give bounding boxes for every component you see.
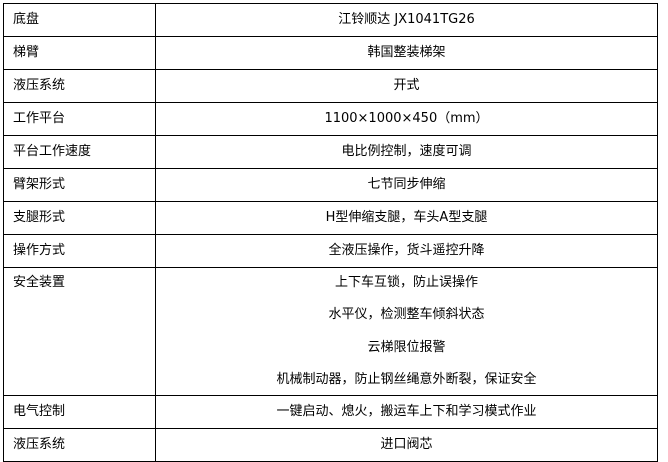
spec-value-ladder-arm: 韩国整装梯架 (155, 36, 658, 70)
spec-value-chassis: 江铃顺达 JX1041TG26 (155, 3, 658, 37)
spec-value-safety-devices: 上下车互锁，防止误操作 水平仪，检测整车倾斜状态 云梯限位报警 机械制动器，防止… (155, 267, 658, 396)
spec-value-work-platform: 1100×1000×450（mm） (155, 102, 658, 136)
spec-value-outrigger-type: H型伸缩支腿，车头A型支腿 (155, 201, 658, 235)
spec-value-platform-speed: 电比例控制，速度可调 (155, 135, 658, 169)
table-row: 底盘 江铃顺达 JX1041TG26 (3, 3, 658, 37)
spec-value-boom-type: 七节同步伸缩 (155, 168, 658, 202)
spec-value-operation-mode: 全液压操作，货斗遥控升降 (155, 234, 658, 268)
spec-label-hydraulic-system: 液压系统 (3, 69, 156, 103)
table-row: 电气控制 一键启动、熄火，搬运车上下和学习模式作业 (3, 395, 658, 429)
spec-value-hydraulic-system-valve: 进口阀芯 (155, 428, 658, 462)
spec-label-work-platform: 工作平台 (3, 102, 156, 136)
safety-device-item: 水平仪，检测整车倾斜状态 (328, 307, 485, 323)
vehicle-specification-table: 底盘 江铃顺达 JX1041TG26 梯臂 韩国整装梯架 液压系统 开式 工作平… (3, 3, 658, 462)
safety-device-item: 机械制动器，防止钢丝绳意外断裂，保证安全 (276, 371, 537, 387)
table-row: 液压系统 进口阀芯 (3, 428, 658, 462)
spec-value-hydraulic-system: 开式 (155, 69, 658, 103)
table-row: 操作方式 全液压操作，货斗遥控升降 (3, 234, 658, 268)
table-row: 液压系统 开式 (3, 69, 658, 103)
safety-device-item: 云梯限位报警 (367, 339, 446, 355)
table-row-safety: 安全装置 上下车互锁，防止误操作 水平仪，检测整车倾斜状态 云梯限位报警 机械制… (3, 267, 658, 396)
spec-label-chassis: 底盘 (3, 3, 156, 37)
spec-label-outrigger-type: 支腿形式 (3, 201, 156, 235)
safety-device-list: 上下车互锁，防止误操作 水平仪，检测整车倾斜状态 云梯限位报警 机械制动器，防止… (160, 275, 653, 388)
safety-device-item: 上下车互锁，防止误操作 (334, 275, 478, 290)
spec-value-electrical-control: 一键启动、熄火，搬运车上下和学习模式作业 (155, 395, 658, 429)
spec-table-body: 底盘 江铃顺达 JX1041TG26 梯臂 韩国整装梯架 液压系统 开式 工作平… (3, 3, 658, 462)
table-row: 梯臂 韩国整装梯架 (3, 36, 658, 70)
spec-label-ladder-arm: 梯臂 (3, 36, 156, 70)
table-row: 平台工作速度 电比例控制，速度可调 (3, 135, 658, 169)
table-row: 工作平台 1100×1000×450（mm） (3, 102, 658, 136)
spec-label-electrical-control: 电气控制 (3, 395, 156, 429)
spec-label-boom-type: 臂架形式 (3, 168, 156, 202)
spec-label-platform-speed: 平台工作速度 (3, 135, 156, 169)
spec-label-hydraulic-system-valve: 液压系统 (3, 428, 156, 462)
table-row: 臂架形式 七节同步伸缩 (3, 168, 658, 202)
spec-label-operation-mode: 操作方式 (3, 234, 156, 268)
spec-label-safety-devices: 安全装置 (3, 267, 156, 396)
table-row: 支腿形式 H型伸缩支腿，车头A型支腿 (3, 201, 658, 235)
